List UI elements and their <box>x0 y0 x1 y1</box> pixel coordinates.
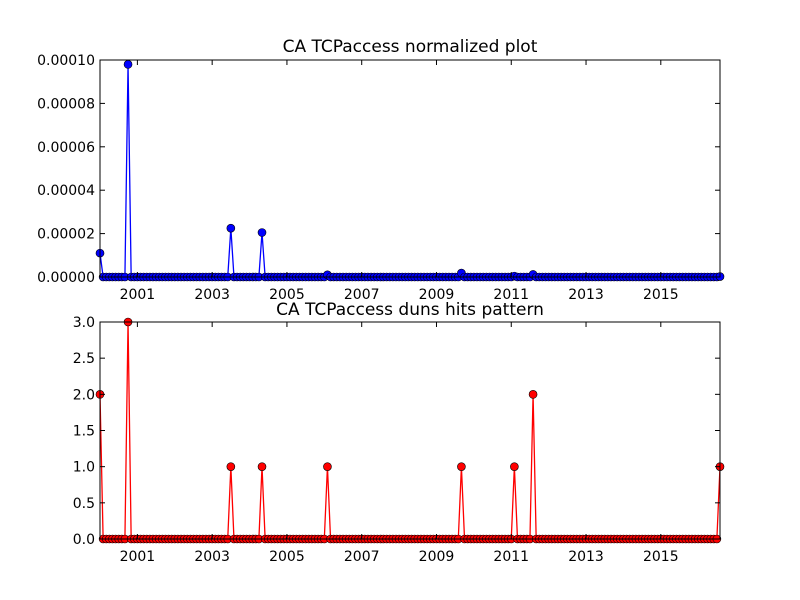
bottom-chart-point <box>510 462 519 471</box>
bottom-chart-ytick-label: 2.0 <box>73 387 95 403</box>
bottom-chart-frame <box>99 321 721 540</box>
top-chart-xtick-label: 2013 <box>568 287 604 303</box>
bottom-chart-point <box>257 462 267 471</box>
bottom-chart-point <box>528 390 538 399</box>
bottom-chart-ytick-label: 3.0 <box>73 315 95 331</box>
top-chart-xtick-label: 2005 <box>269 287 305 303</box>
top-chart: CA TCPaccess normalized plot 0.00000 0.00… <box>37 37 725 303</box>
top-chart-xtick-label: 2001 <box>120 287 156 303</box>
bottom-chart-xtick-label: 2003 <box>194 549 230 565</box>
bottom-chart-ytick-label: 0.5 <box>73 496 95 512</box>
top-chart-point <box>226 223 236 233</box>
top-chart-xtick-label: 2011 <box>493 287 529 303</box>
top-chart-ytick-label: 0.00002 <box>37 227 95 243</box>
top-chart-ytick-label: 0.00010 <box>37 53 95 69</box>
top-chart-title: CA TCPaccess normalized plot <box>283 37 538 57</box>
top-chart-ytick-label: 0.00006 <box>37 140 95 156</box>
top-chart-ytick-label: 0.00008 <box>37 96 95 112</box>
top-chart-ytick-label: 0.00000 <box>37 270 95 286</box>
bottom-chart-ytick-label: 0.0 <box>73 532 95 548</box>
top-chart-xtick-label: 2009 <box>419 287 455 303</box>
bottom-chart-ytick-label: 1.5 <box>73 424 95 440</box>
bottom-chart-ytick-label: 2.5 <box>73 351 95 367</box>
bottom-chart-xtick-label: 2001 <box>120 549 156 565</box>
bottom-chart-point <box>323 462 332 471</box>
bottom-chart-xtick-label: 2009 <box>419 549 455 565</box>
bottom-chart-xtick-label: 2015 <box>643 549 679 565</box>
bottom-chart-xtick-label: 2013 <box>568 549 604 565</box>
top-chart-frame <box>99 59 721 278</box>
top-chart-xtick-label: 2003 <box>194 287 230 303</box>
top-chart-xtick-label: 2015 <box>643 287 679 303</box>
bottom-chart: CA TCPaccess duns hits pattern 0.0 0.5 1.0… <box>73 300 725 565</box>
bottom-chart-xtick-label: 2007 <box>344 549 380 565</box>
top-chart-point <box>123 60 133 69</box>
bottom-chart-ytick-label: 1.0 <box>73 460 95 476</box>
bottom-chart-xtick-label: 2005 <box>269 549 305 565</box>
bottom-chart-point <box>457 462 466 471</box>
top-chart-ytick-label: 0.00004 <box>37 183 95 199</box>
top-chart-xtick-label: 2007 <box>344 287 380 303</box>
bottom-chart-xtick-label: 2011 <box>493 549 529 565</box>
top-chart-point <box>257 228 267 237</box>
bottom-chart-title: CA TCPaccess duns hits pattern <box>276 300 544 320</box>
bottom-chart-point <box>226 462 236 471</box>
